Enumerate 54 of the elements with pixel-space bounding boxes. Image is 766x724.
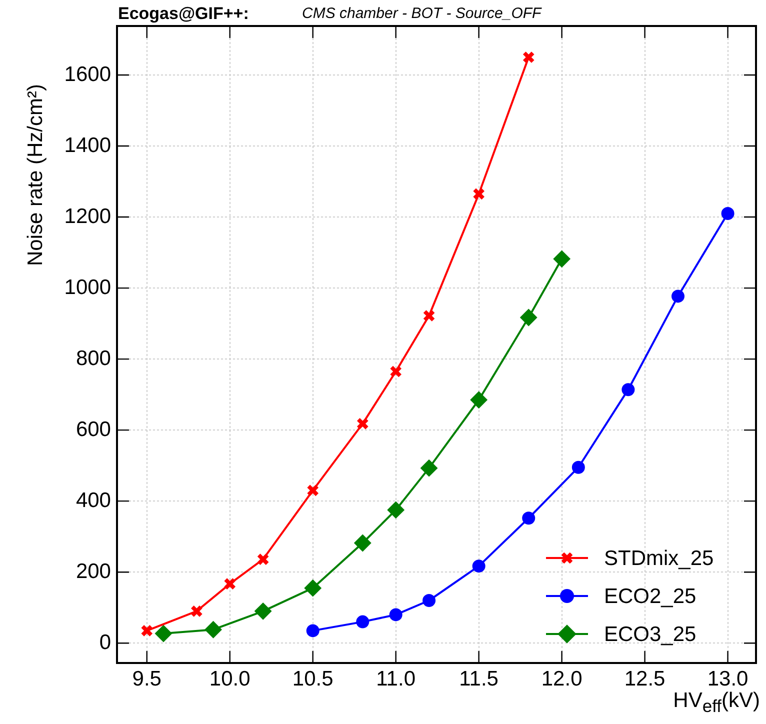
point <box>356 615 370 628</box>
legend-label: STDmix_25 <box>604 546 714 570</box>
point <box>422 309 436 322</box>
point <box>522 512 536 525</box>
point <box>472 188 486 200</box>
point <box>306 484 320 497</box>
point <box>522 51 535 64</box>
y-tick-label: 600 <box>76 418 111 441</box>
point <box>622 383 635 396</box>
point <box>306 624 320 638</box>
point <box>190 604 203 618</box>
legend-label: ECO3_25 <box>604 622 696 646</box>
point <box>520 309 538 326</box>
chart-subtitle: CMS chamber - BOT - Source_OFF <box>302 5 542 22</box>
x-tick-label: 9.5 <box>132 667 162 690</box>
point <box>721 206 734 220</box>
y-tick-label: 0 <box>99 630 111 654</box>
y-tick-label: 1400 <box>64 134 111 157</box>
y-tick-label: 1600 <box>64 62 111 86</box>
x-tick-label: 13.0 <box>707 667 748 690</box>
point <box>470 391 488 408</box>
point <box>422 594 436 608</box>
y-axis-title: Noise rate (Hz/cm²) <box>24 83 48 266</box>
x-tick-label: 12.0 <box>541 667 582 690</box>
y-tick-label: 1200 <box>64 204 111 228</box>
point <box>420 460 438 477</box>
point <box>356 417 369 430</box>
point <box>671 290 684 303</box>
point <box>354 534 372 552</box>
x-tick-label: 10.5 <box>292 667 334 690</box>
point <box>472 560 486 573</box>
y-tick-label: 200 <box>76 560 111 583</box>
point <box>256 553 270 566</box>
point <box>224 578 236 590</box>
point <box>304 580 322 597</box>
point <box>553 250 570 268</box>
legend-label: ECO2_25 <box>604 584 696 608</box>
x-tick-label: 10.0 <box>209 667 250 690</box>
point <box>387 501 404 518</box>
point <box>390 365 402 378</box>
point <box>140 624 154 637</box>
point <box>154 625 172 642</box>
chart-title: Ecogas@GIF++: <box>118 4 249 24</box>
x-tick-label: 11.5 <box>459 667 498 690</box>
point <box>572 460 585 474</box>
y-tick-label: 800 <box>76 346 111 370</box>
x-axis-title: HV$_{eff}$(kV) <box>673 689 760 718</box>
x-tick-label: 12.5 <box>624 667 666 690</box>
y-tick-label: 400 <box>76 488 111 512</box>
point <box>254 602 272 620</box>
point <box>204 621 222 638</box>
x-tick-label: 11.0 <box>376 667 416 690</box>
point <box>389 608 402 622</box>
y-tick-label: 1000 <box>64 276 111 299</box>
